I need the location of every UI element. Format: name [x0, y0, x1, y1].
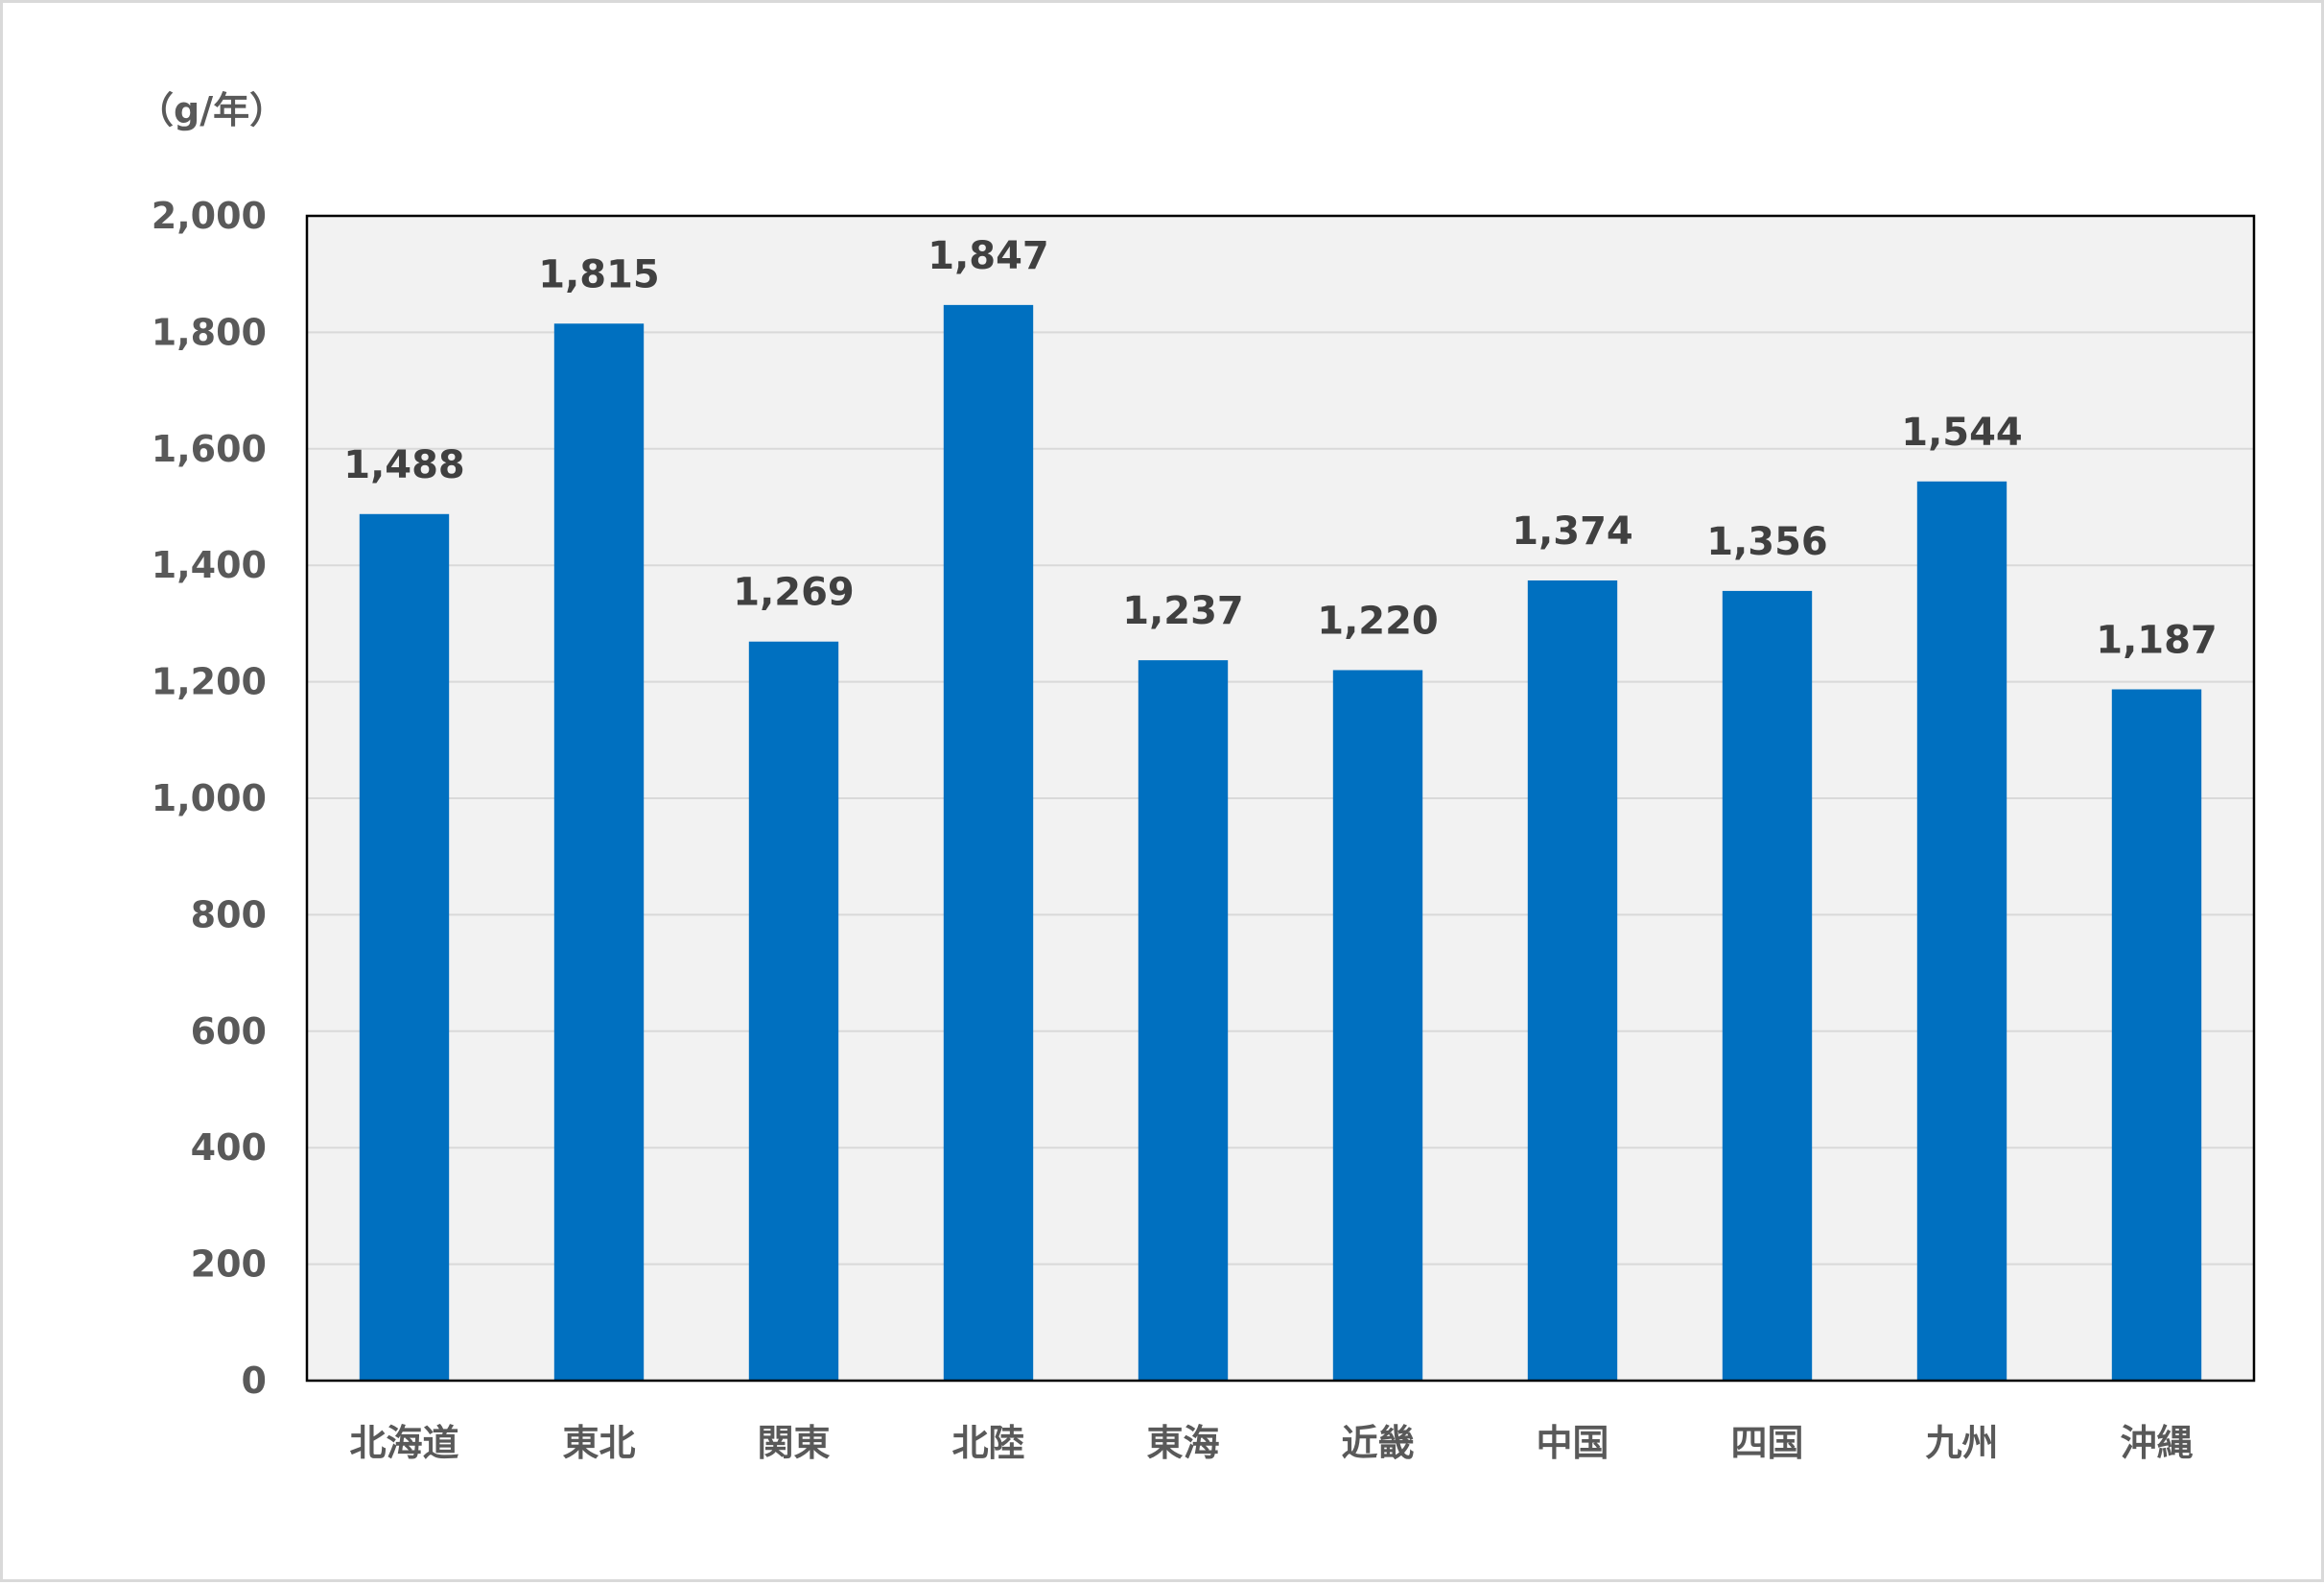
y-tick-label: 1,600 — [152, 428, 267, 470]
bar — [359, 513, 450, 1381]
bar-series — [359, 304, 2202, 1382]
y-tick-label: 400 — [191, 1126, 267, 1169]
x-tick-label: 近畿 — [1341, 1422, 1414, 1464]
data-label: 1,488 — [343, 443, 465, 487]
x-axis-category-labels: 北海道 東北 関東 北陸 東海 近畿 中国 四国 九州 沖縄 — [349, 1422, 2193, 1464]
x-tick-label: 北海道 — [349, 1422, 458, 1464]
y-tick-label: 1,000 — [152, 777, 267, 819]
x-tick-label: 沖縄 — [2120, 1422, 2193, 1464]
plot-border — [305, 214, 2256, 1383]
x-tick-label: 関東 — [757, 1422, 830, 1464]
y-tick-label: 0 — [242, 1360, 267, 1402]
x-tick-label: 東海 — [1146, 1422, 1219, 1464]
y-unit-label: （g/年） — [137, 89, 286, 131]
data-label: 1,815 — [538, 252, 660, 296]
bar-chart: （g/年） 0 200 400 600 800 1,000 1,200 1,400 1,600 1… — [137, 89, 2256, 1464]
y-tick-label: 2,000 — [152, 195, 267, 237]
bar — [1722, 590, 1813, 1381]
bar — [553, 323, 645, 1381]
data-label: 1,187 — [2096, 618, 2218, 662]
data-label: 1,237 — [1122, 589, 1244, 633]
x-tick-label: 四国 — [1730, 1422, 1803, 1464]
x-tick-label: 東北 — [562, 1422, 635, 1464]
data-label: 1,544 — [1901, 411, 2023, 455]
bar — [1332, 670, 1423, 1381]
x-tick-label: 九州 — [1925, 1422, 1998, 1464]
data-label: 1,220 — [1317, 599, 1439, 643]
y-axis-tick-labels: 0 200 400 600 800 1,000 1,200 1,400 1,600 1,800 2,… — [152, 195, 267, 1402]
x-tick-label: 北陸 — [951, 1422, 1024, 1464]
y-tick-label: 600 — [191, 1010, 267, 1053]
y-tick-label: 1,400 — [152, 544, 267, 586]
data-label: 1,374 — [1512, 509, 1633, 554]
data-label: 1,847 — [927, 234, 1049, 278]
bar — [1916, 481, 2007, 1381]
y-tick-label: 200 — [191, 1243, 267, 1286]
data-labels: 1,488 1,815 1,269 1,847 1,237 1,220 1,374 1,356… — [343, 234, 2218, 663]
bar — [943, 304, 1034, 1382]
bar — [748, 641, 839, 1381]
bar — [1527, 580, 1618, 1381]
data-label: 1,269 — [733, 571, 855, 615]
y-tick-label: 800 — [191, 893, 267, 935]
y-tick-label: 1,200 — [152, 661, 267, 703]
data-label: 1,356 — [1706, 520, 1828, 564]
x-tick-label: 中国 — [1536, 1422, 1608, 1464]
bar — [1138, 660, 1229, 1381]
y-tick-label: 1,800 — [152, 311, 267, 353]
bar — [2111, 689, 2202, 1381]
